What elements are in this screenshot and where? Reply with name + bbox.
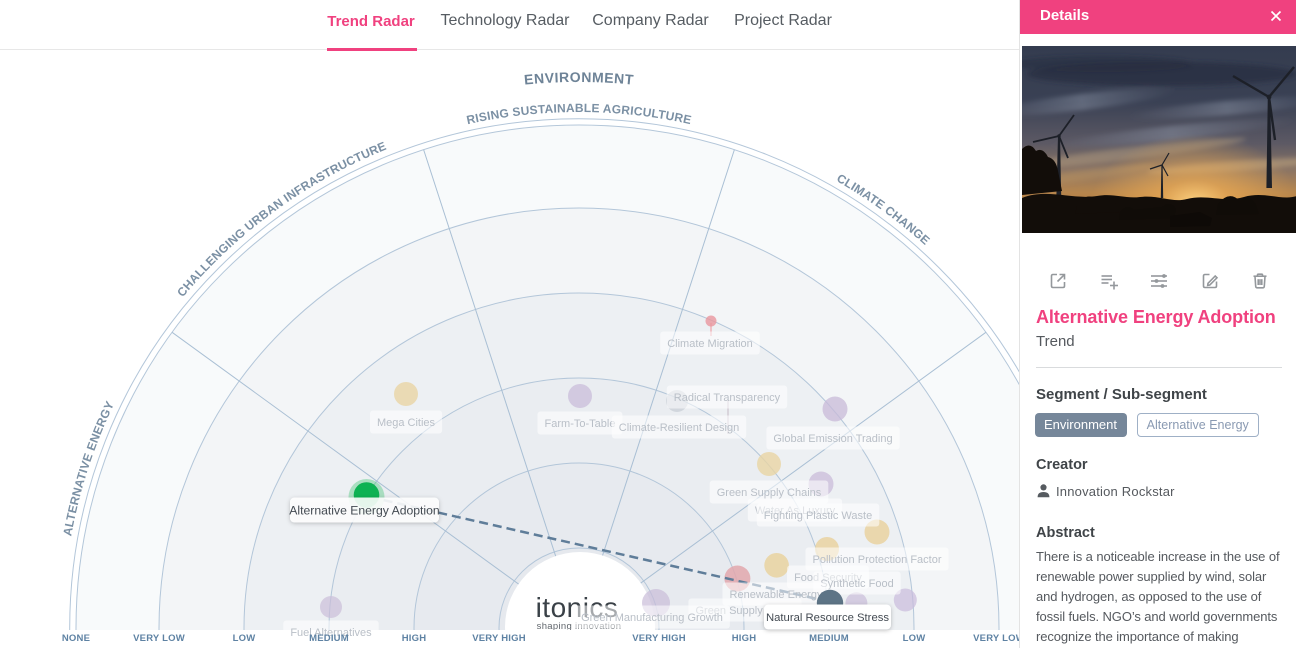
svg-text:LOW: LOW xyxy=(233,633,256,644)
svg-text:NONE: NONE xyxy=(62,633,90,644)
svg-text:Global Emission Trading: Global Emission Trading xyxy=(773,433,892,445)
svg-text:Renewable Energy: Renewable Energy xyxy=(730,589,823,601)
svg-text:Climate-Resilient Design: Climate-Resilient Design xyxy=(619,422,739,434)
svg-text:Green Supply Chains: Green Supply Chains xyxy=(717,487,822,499)
svg-text:VERY HIGH: VERY HIGH xyxy=(472,633,526,644)
svg-text:MEDIUM: MEDIUM xyxy=(309,633,349,644)
svg-text:Alternative Energy Adoption: Alternative Energy Adoption xyxy=(289,504,439,518)
svg-text:Green Manufacturing Growth: Green Manufacturing Growth xyxy=(581,612,723,624)
svg-text:Fighting Plastic Waste: Fighting Plastic Waste xyxy=(764,510,872,522)
svg-text:Natural Resource Stress: Natural Resource Stress xyxy=(766,612,889,624)
svg-text:Synthetic Food: Synthetic Food xyxy=(820,578,893,590)
svg-text:VERY HIGH: VERY HIGH xyxy=(632,633,686,644)
svg-text:LOW: LOW xyxy=(903,633,926,644)
svg-text:Pollution Protection Factor: Pollution Protection Factor xyxy=(812,554,941,566)
svg-text:MEDIUM: MEDIUM xyxy=(809,633,849,644)
svg-text:Climate Migration: Climate Migration xyxy=(667,338,753,350)
svg-text:HIGH: HIGH xyxy=(402,633,427,644)
svg-text:HIGH: HIGH xyxy=(732,633,757,644)
svg-text:Fuel Alternatives: Fuel Alternatives xyxy=(290,627,372,639)
svg-text:Mega Cities: Mega Cities xyxy=(377,417,436,429)
svg-text:Farm-To-Table: Farm-To-Table xyxy=(545,418,616,430)
svg-text:VERY LOW: VERY LOW xyxy=(133,633,185,644)
svg-text:VERY LOW: VERY LOW xyxy=(973,633,1019,644)
svg-text:ENVIRONMENT: ENVIRONMENT xyxy=(523,69,634,88)
svg-text:Radical Transparency: Radical Transparency xyxy=(674,392,781,404)
